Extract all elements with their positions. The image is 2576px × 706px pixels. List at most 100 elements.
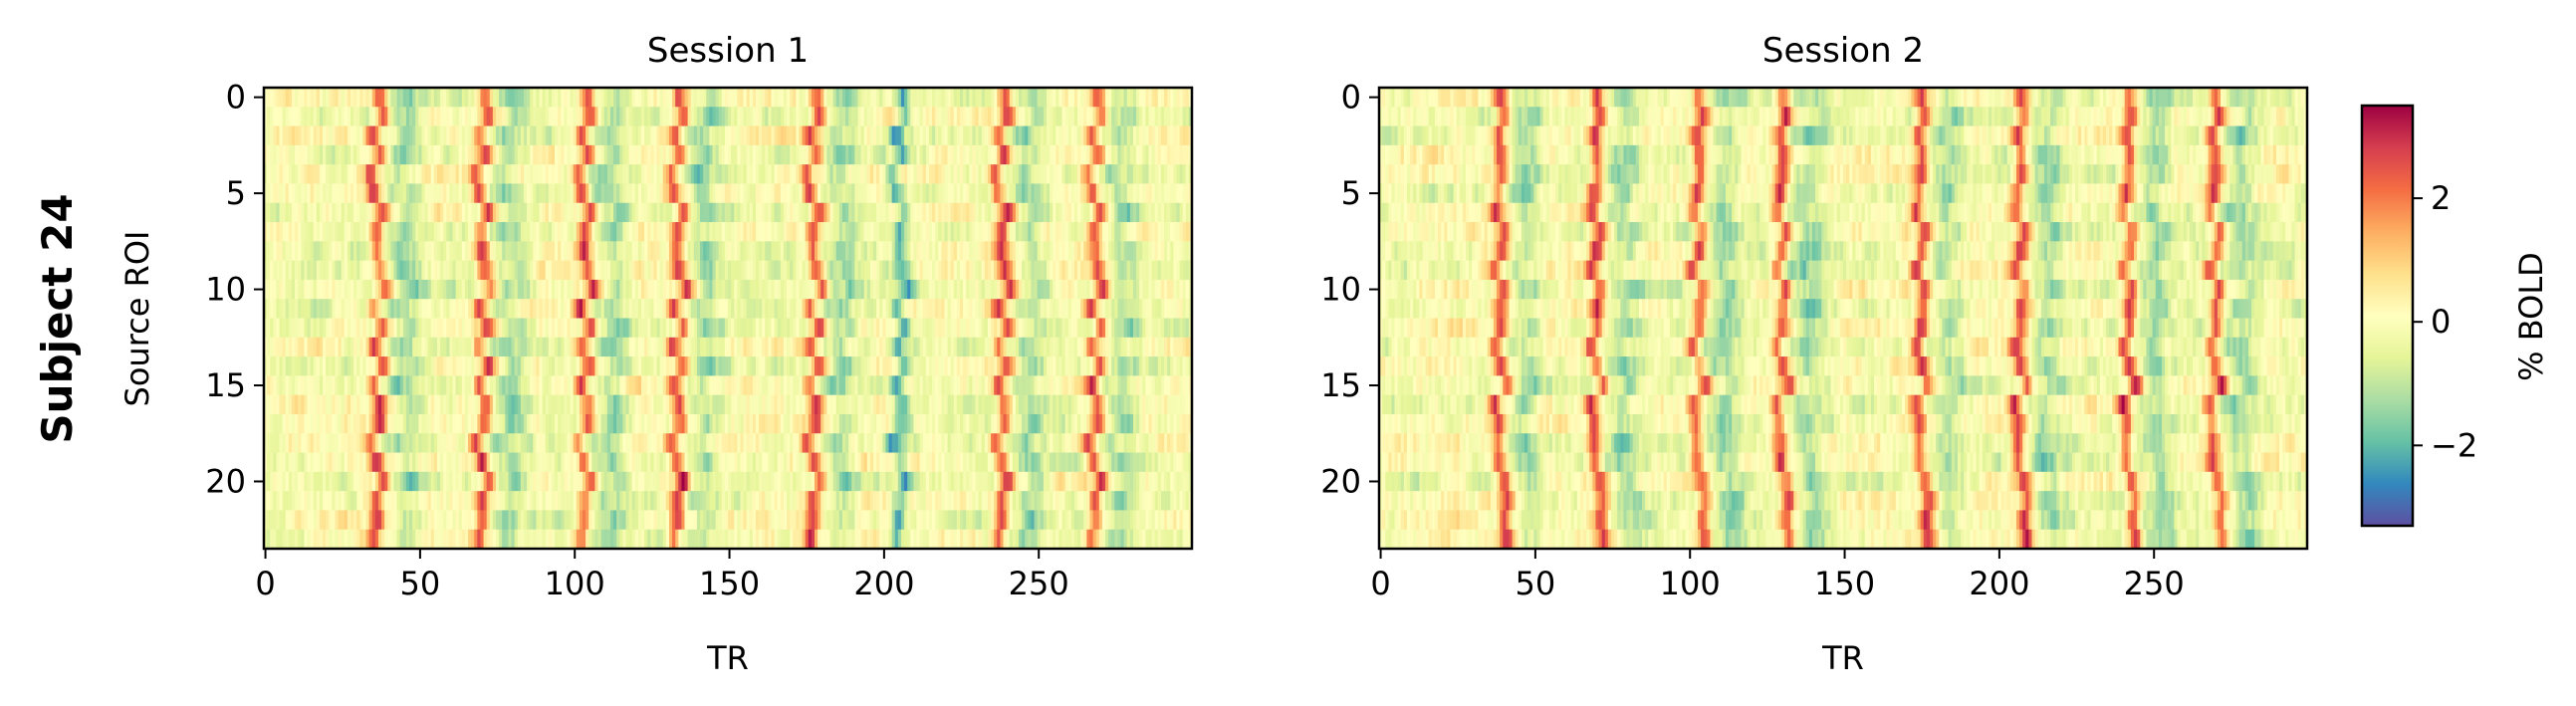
heatmap-cell [966, 125, 970, 146]
heatmap-cell [799, 144, 803, 165]
heatmap-cell [963, 164, 967, 184]
heatmap-cell [316, 375, 321, 396]
heatmap-cell [533, 222, 537, 242]
heatmap-cell [1188, 279, 1192, 300]
heatmap-cell [1126, 107, 1131, 126]
heatmap-cell [947, 164, 952, 184]
heatmap-cell [412, 202, 416, 223]
heatmap-cell [851, 260, 855, 281]
heatmap-cell [421, 125, 425, 146]
heatmap-cell [787, 125, 791, 146]
heatmap-cell [514, 183, 519, 204]
heatmap-cell [625, 394, 629, 415]
heatmap-cell [347, 394, 351, 415]
heatmap-cell [496, 337, 500, 357]
heatmap-cell [793, 125, 797, 146]
heatmap-cell [1003, 337, 1007, 357]
heatmap-cell [567, 164, 571, 184]
heatmap-cell [555, 394, 559, 415]
heatmap-cell [796, 144, 800, 165]
heatmap-cell [267, 375, 271, 396]
heatmap-cell [1077, 144, 1081, 165]
heatmap-cell [1164, 356, 1168, 376]
heatmap-cell [344, 164, 349, 184]
heatmap-cell [371, 88, 376, 108]
heatmap-cell [1073, 318, 1078, 339]
heatmap-cell [527, 144, 531, 165]
heatmap-cell [848, 337, 852, 357]
heatmap-cell [1105, 356, 1109, 376]
heatmap-cell [585, 299, 589, 319]
heatmap-cell [802, 260, 807, 281]
heatmap-cell [307, 202, 311, 223]
heatmap-cell [539, 375, 543, 396]
heatmap-cell [567, 337, 571, 357]
heatmap-cell [907, 279, 911, 300]
heatmap-cell [1117, 183, 1121, 204]
heatmap-cell [567, 279, 571, 300]
heatmap-cell [966, 299, 970, 319]
heatmap-cell [752, 222, 757, 242]
heatmap-cell [576, 356, 581, 376]
heatmap-cell [377, 337, 382, 357]
heatmap-cell [483, 279, 488, 300]
heatmap-cell [1108, 107, 1112, 126]
heatmap-cell [637, 337, 642, 357]
heatmap-cell [672, 164, 676, 184]
heatmap-cell [530, 375, 534, 396]
heatmap-cell [628, 202, 633, 223]
heatmap-cell [1145, 222, 1149, 242]
heatmap-cell [805, 394, 810, 415]
heatmap-cell [832, 107, 837, 126]
heatmap-cell [362, 318, 366, 339]
heatmap-cell [390, 375, 394, 396]
heatmap-cell [288, 318, 293, 339]
heatmap-cell [777, 88, 782, 108]
heatmap-cell [863, 337, 868, 357]
heatmap-cell [511, 260, 516, 281]
heatmap-cell [1120, 279, 1125, 300]
heatmap-cell [681, 125, 685, 146]
heatmap-cell [771, 144, 775, 165]
heatmap-cell [963, 279, 967, 300]
heatmap-cell [542, 318, 547, 339]
heatmap-cell [802, 394, 807, 415]
heatmap-cell [471, 183, 475, 204]
heatmap-cell [978, 318, 983, 339]
heatmap-cell [790, 107, 794, 126]
heatmap-cell [1188, 222, 1192, 242]
heatmap-cell [264, 394, 268, 415]
heatmap-cell [1139, 318, 1143, 339]
heatmap-cell [1019, 241, 1023, 262]
heatmap-cell [508, 164, 512, 184]
heatmap-cell [715, 183, 720, 204]
heatmap-cell [486, 318, 491, 339]
heatmap-cell [721, 125, 726, 146]
heatmap-cell [1028, 107, 1032, 126]
heatmap-cell [879, 107, 883, 126]
heatmap-cell [508, 107, 512, 126]
heatmap-cell [724, 88, 729, 108]
heatmap-cell [665, 222, 670, 242]
heatmap-cell [656, 299, 661, 319]
heatmap-cell [703, 318, 707, 339]
heatmap-cell [576, 394, 581, 415]
heatmap-cell [517, 107, 522, 126]
heatmap-cell [542, 202, 547, 223]
heatmap-cell [436, 202, 441, 223]
heatmap-cell [338, 88, 343, 108]
heatmap-cell [740, 202, 744, 223]
heatmap-cell [944, 164, 948, 184]
heatmap-cell [603, 260, 608, 281]
heatmap-cell [477, 88, 481, 108]
heatmap-cell [706, 144, 710, 165]
heatmap-cell [1188, 125, 1192, 146]
heatmap-cell [866, 260, 871, 281]
heatmap-cell [1132, 375, 1137, 396]
heatmap-cell [780, 279, 785, 300]
heatmap-cell [832, 299, 837, 319]
heatmap-cell [1043, 202, 1048, 223]
heatmap-cell [567, 125, 571, 146]
heatmap-cell [637, 279, 642, 300]
heatmap-cell [1012, 107, 1017, 126]
